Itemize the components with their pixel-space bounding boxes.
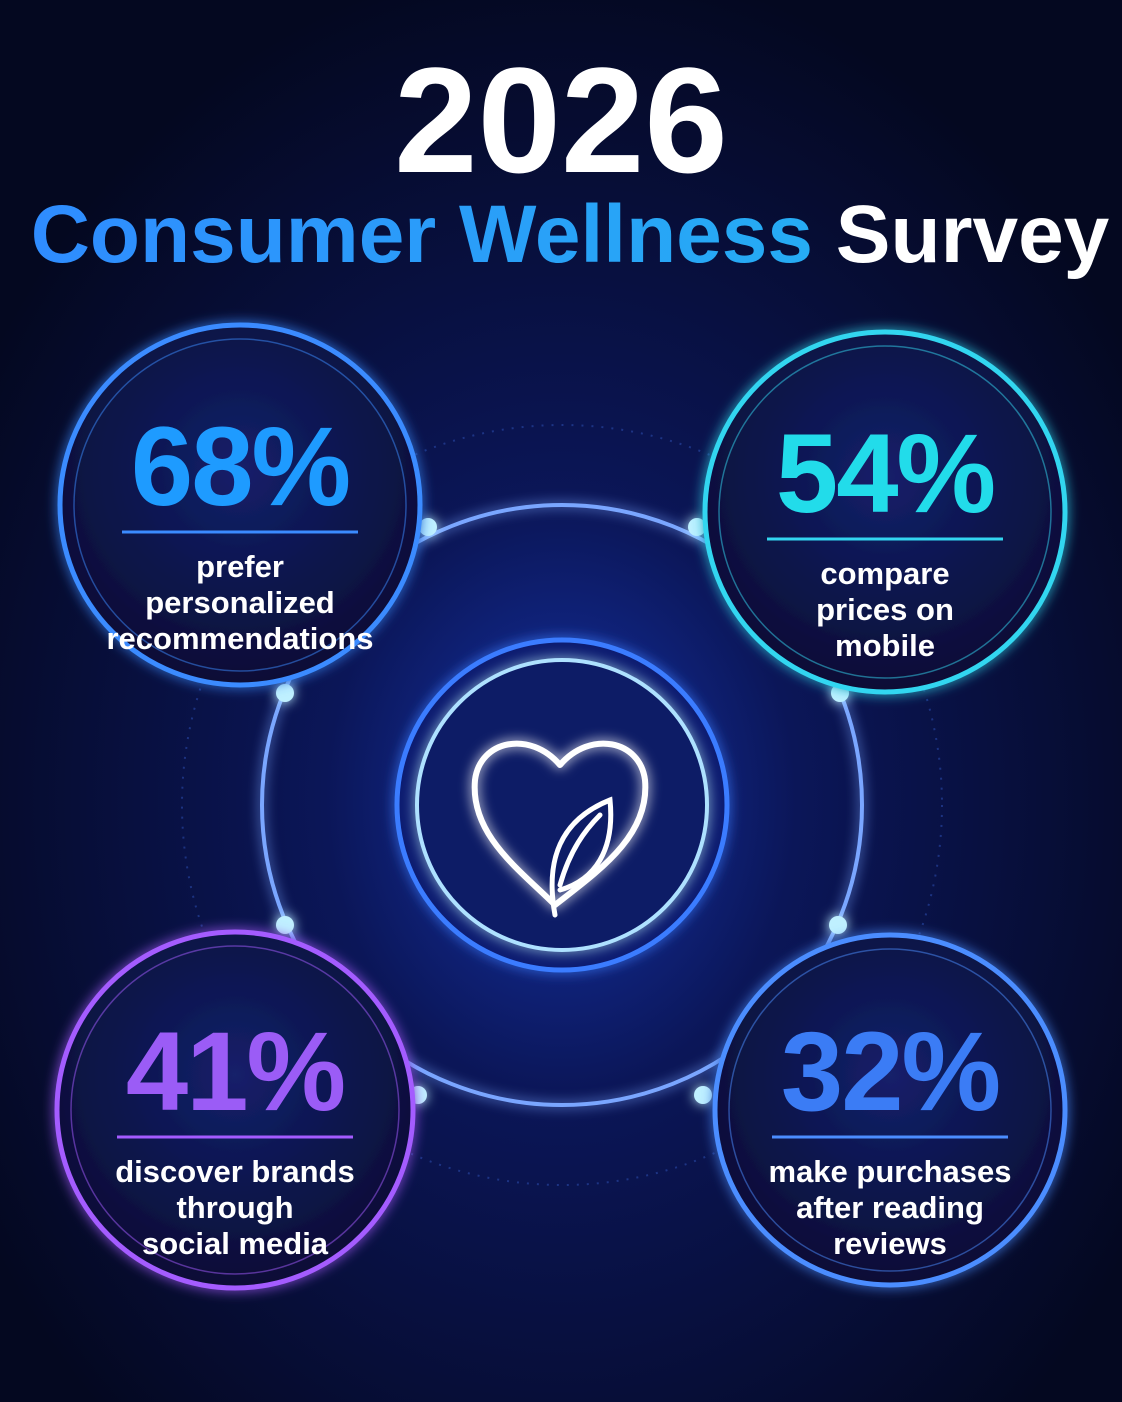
title-rest: Survey	[836, 189, 1110, 280]
title: Consumer Wellness Survey	[31, 189, 1110, 280]
stat-label: social media	[142, 1226, 329, 1261]
stat-circle-inner	[73, 338, 407, 672]
stat-label: prices on	[816, 592, 954, 627]
heart-icon	[471, 740, 649, 908]
outer-ring	[260, 503, 864, 1107]
stat-label: compare	[820, 556, 949, 591]
stat-label: after reading	[796, 1190, 984, 1225]
stat-circle-inner	[70, 945, 400, 1275]
stat-label: prefer	[196, 549, 284, 584]
stat-label: mobile	[835, 628, 935, 663]
stat-circle	[712, 932, 1068, 1288]
center-inner-ring	[415, 658, 709, 952]
stat-value: 32%	[781, 1009, 999, 1134]
leaf-icon	[549, 796, 614, 918]
stat-circle	[702, 329, 1068, 695]
stat-label: reviews	[833, 1226, 947, 1261]
stat-circle-inner	[728, 948, 1052, 1272]
title-year: 2026	[394, 36, 728, 204]
stat-circle	[57, 322, 423, 688]
stat-value: 41%	[126, 1009, 344, 1134]
stat-label: make purchases	[769, 1154, 1012, 1189]
stat-value: 54%	[776, 411, 994, 536]
dotted-ring	[181, 424, 943, 1186]
title-highlight: Consumer Wellness	[31, 189, 813, 280]
stat-value: 68%	[131, 404, 349, 529]
stat-circle	[54, 929, 416, 1291]
stat-label: recommendations	[106, 621, 373, 656]
stat-label: discover brands	[115, 1154, 354, 1189]
stat-label: personalized	[145, 585, 335, 620]
stat-label: through	[176, 1190, 293, 1225]
stat-circle-inner	[718, 345, 1052, 679]
